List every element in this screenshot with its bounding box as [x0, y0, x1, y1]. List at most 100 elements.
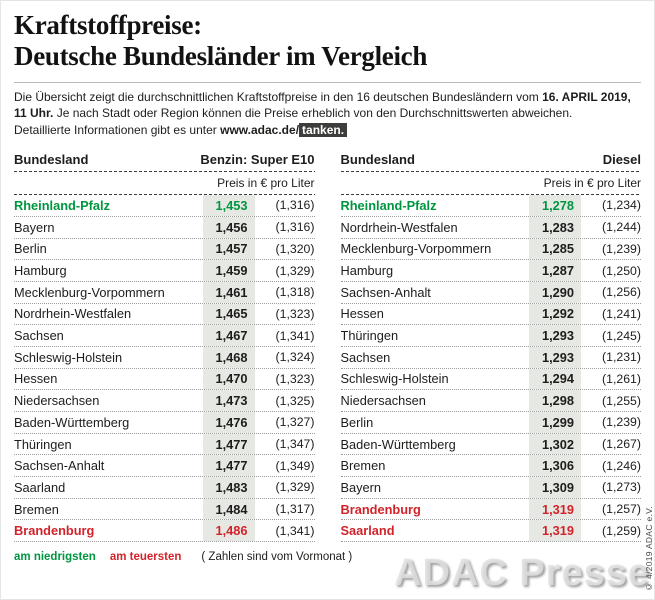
previous-month-value: (1,323) — [275, 371, 315, 386]
previous-month-value: (1,317) — [275, 502, 315, 517]
price-value: 1,293 — [529, 346, 581, 368]
table-row: Mecklenburg-Vorpommern 1,461 (1,318) — [14, 281, 315, 304]
state-name: Thüringen — [340, 328, 399, 344]
legend: am niedrigsten am teuersten ( Zahlen sin… — [14, 551, 641, 563]
previous-month-value: (1,327) — [275, 415, 315, 430]
price-value: 1,294 — [529, 368, 581, 390]
state-name: Nordrhein-Westfalen — [340, 219, 458, 235]
column-header-fuel-benzin: Benzin: Super E10 — [200, 152, 315, 168]
table-row: Baden-Württemberg 1,476 (1,327) — [14, 412, 315, 434]
previous-month-value: (1,246) — [602, 458, 641, 473]
price-value: 1,457 — [202, 238, 255, 260]
previous-month-value: (1,273) — [602, 480, 641, 495]
table-row: Hessen 1,470 (1,323) — [14, 368, 315, 391]
column-header-fuel-diesel: Diesel — [602, 152, 641, 168]
previous-month-value: (1,329) — [275, 263, 315, 278]
price-value: 1,309 — [529, 477, 581, 498]
table-row: Thüringen 1,477 (1,347) — [14, 433, 315, 456]
table-row: Brandenburg 1,319 (1,257) — [340, 498, 641, 521]
price-value: 1,299 — [529, 412, 581, 433]
price-value: 1,306 — [529, 455, 581, 477]
table-row: Nordrhein-Westfalen 1,465 (1,323) — [14, 303, 315, 326]
price-value: 1,473 — [202, 390, 255, 411]
previous-month-value: (1,316) — [275, 198, 315, 213]
state-name: Mecklenburg-Vorpommern — [14, 284, 165, 300]
intro-text: Die Übersicht zeigt die durchschnittlich… — [14, 81, 641, 139]
state-name: Brandenburg — [14, 523, 95, 539]
state-name: Sachsen — [14, 328, 64, 344]
price-value: 1,298 — [529, 390, 581, 411]
price-value: 1,456 — [202, 216, 255, 238]
column-header-bundesland: Bundesland — [340, 152, 415, 168]
price-value: 1,465 — [202, 303, 255, 325]
previous-month-value: (1,239) — [602, 241, 641, 256]
previous-month-value: (1,250) — [602, 263, 641, 278]
table-row: Saarland 1,319 (1,259) — [340, 520, 641, 543]
previous-month-value: (1,324) — [275, 350, 315, 365]
dashed-divider — [14, 171, 315, 173]
state-name: Berlin — [340, 414, 374, 430]
previous-month-value: (1,261) — [602, 371, 641, 386]
table-row: Bremen 1,484 (1,317) — [14, 498, 315, 521]
table-row: Saarland 1,483 (1,329) — [14, 477, 315, 499]
state-name: Thüringen — [14, 436, 72, 452]
previous-month-value: (1,341) — [275, 523, 315, 538]
price-value: 1,292 — [529, 303, 581, 325]
state-name: Bayern — [340, 479, 382, 495]
price-value: 1,293 — [529, 325, 581, 346]
state-name: Sachsen — [340, 349, 391, 365]
price-value: 1,302 — [529, 433, 581, 455]
table-row: Bayern 1,309 (1,273) — [340, 477, 641, 499]
price-value: 1,319 — [529, 520, 581, 542]
table-header-row: Bundesland Benzin: Super E10 — [14, 150, 315, 171]
state-name: Baden-Württemberg — [14, 414, 130, 430]
price-value: 1,476 — [202, 412, 255, 433]
legend-lowest: am niedrigsten — [14, 551, 96, 564]
table-row: Schleswig-Holstein 1,468 (1,324) — [14, 346, 315, 369]
price-value: 1,285 — [529, 238, 581, 260]
previous-month-value: (1,244) — [602, 220, 641, 235]
price-value: 1,287 — [529, 260, 581, 281]
state-name: Saarland — [14, 479, 66, 495]
state-name: Schleswig-Holstein — [14, 349, 123, 365]
table-row: Sachsen 1,467 (1,341) — [14, 325, 315, 347]
table-row: Sachsen-Anhalt 1,290 (1,256) — [340, 281, 641, 304]
copyright-note: © 4/2019 ADAC e.V. — [644, 506, 654, 592]
state-name: Niedersachsen — [340, 393, 426, 409]
fuel-table-diesel: Bundesland Diesel Preis in € pro Liter R… — [340, 150, 641, 543]
column-header-bundesland: Bundesland — [14, 152, 89, 168]
table-row: Mecklenburg-Vorpommern 1,285 (1,239) — [340, 238, 641, 261]
price-value: 1,461 — [202, 281, 255, 303]
state-name: Sachsen-Anhalt — [340, 284, 431, 300]
table-row: Berlin 1,299 (1,239) — [340, 412, 641, 434]
previous-month-value: (1,323) — [275, 306, 315, 321]
table-row: Baden-Württemberg 1,302 (1,267) — [340, 433, 641, 456]
table-row: Brandenburg 1,486 (1,341) — [14, 520, 315, 543]
intro-date: 16. APRIL 2019, 11 Uhr. — [14, 89, 631, 121]
state-name: Bremen — [340, 458, 386, 474]
state-name: Hamburg — [340, 263, 394, 279]
state-name: Baden-Württemberg — [340, 436, 456, 452]
previous-month-value: (1,325) — [275, 393, 315, 408]
table-row: Rheinland-Pfalz 1,453 (1,316) — [14, 195, 315, 217]
previous-month-value: (1,341) — [275, 328, 315, 343]
dashed-divider — [14, 194, 315, 196]
previous-month-value: (1,329) — [275, 480, 315, 495]
previous-month-value: (1,245) — [602, 328, 641, 343]
previous-month-value: (1,349) — [275, 458, 315, 473]
state-name: Nordrhein-Westfalen — [14, 306, 132, 322]
table-row: Niedersachsen 1,473 (1,325) — [14, 390, 315, 412]
table-row: Niedersachsen 1,298 (1,255) — [340, 390, 641, 412]
price-value: 1,319 — [529, 498, 581, 520]
state-name: Bayern — [14, 219, 55, 235]
previous-month-value: (1,239) — [602, 415, 641, 430]
table-rows-diesel: Rheinland-Pfalz 1,278 (1,234) Nordrhein-Wes… — [340, 195, 641, 543]
price-value: 1,470 — [202, 368, 255, 390]
previous-month-value: (1,259) — [602, 523, 641, 538]
price-value: 1,453 — [202, 195, 255, 216]
previous-month-value: (1,267) — [602, 437, 641, 452]
previous-month-value: (1,318) — [275, 285, 315, 300]
price-value: 1,477 — [202, 455, 255, 477]
state-name: Niedersachsen — [14, 393, 100, 409]
price-value: 1,278 — [529, 195, 581, 216]
